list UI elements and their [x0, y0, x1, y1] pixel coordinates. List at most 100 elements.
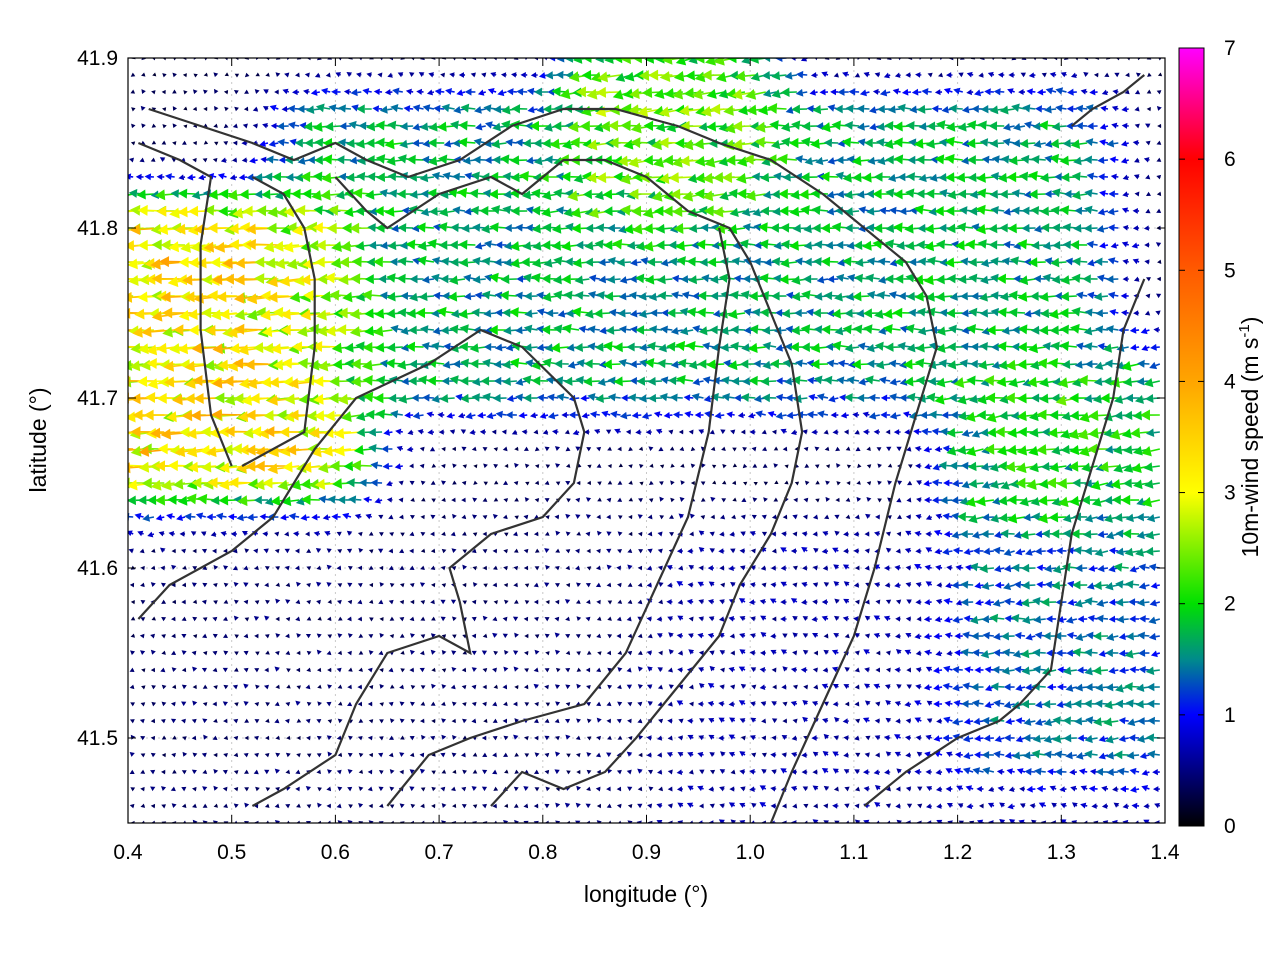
wind-arrow — [162, 702, 167, 707]
wind-arrow — [292, 89, 299, 95]
wind-arrow — [526, 157, 538, 165]
wind-arrow — [952, 718, 963, 725]
wind-arrow — [699, 547, 705, 553]
wind-arrow — [1111, 242, 1119, 248]
wind-arrow — [701, 274, 714, 282]
wind-arrow — [482, 804, 487, 809]
wind-arrow — [1005, 718, 1014, 725]
x-tick-label: 1.2 — [943, 841, 972, 864]
wind-arrow — [545, 719, 550, 723]
wind-arrow — [762, 393, 776, 402]
wind-arrow — [503, 515, 508, 520]
wind-arrow — [285, 599, 290, 604]
wind-arrow — [710, 548, 715, 553]
wind-arrow — [710, 497, 715, 502]
wind-arrow — [823, 803, 828, 808]
wind-arrow — [630, 310, 641, 318]
wind-arrow — [492, 702, 497, 707]
wind-arrow — [597, 718, 602, 723]
wind-arrow — [708, 701, 714, 707]
wind-arrow — [390, 685, 395, 689]
wind-arrow — [398, 498, 403, 503]
wind-arrow — [576, 634, 581, 638]
wind-arrow — [977, 188, 994, 198]
wind-arrow — [1085, 735, 1098, 743]
wind-arrow — [767, 103, 786, 114]
wind-arrow — [1143, 820, 1149, 825]
wind-arrow — [1060, 205, 1077, 215]
wind-arrow — [441, 498, 445, 502]
wind-arrow — [934, 530, 942, 536]
wind-arrow — [844, 393, 859, 402]
wind-arrow — [660, 325, 672, 333]
wind-arrow — [427, 429, 434, 435]
wind-arrow — [916, 480, 922, 485]
wind-arrow — [988, 787, 994, 792]
wind-arrow — [420, 325, 434, 334]
wind-arrow — [398, 72, 404, 77]
wind-arrow — [962, 106, 973, 114]
wind-arrow — [566, 549, 571, 553]
wind-arrow — [932, 105, 942, 112]
wind-arrow — [940, 496, 952, 504]
wind-arrow — [637, 719, 642, 724]
wind-arrow — [489, 222, 506, 232]
wind-arrow — [647, 803, 652, 808]
wind-arrow — [140, 719, 145, 724]
wind-arrow — [627, 787, 632, 792]
wind-arrow — [614, 429, 620, 435]
wind-arrow — [804, 464, 809, 468]
wind-arrow — [1067, 89, 1077, 96]
wind-arrow — [472, 514, 477, 519]
wind-arrow — [390, 634, 394, 638]
wind-arrow — [484, 240, 496, 248]
wind-arrow — [628, 532, 632, 536]
wind-arrow — [649, 498, 654, 502]
wind-arrow — [936, 769, 943, 775]
wind-arrow — [720, 515, 725, 520]
wind-arrow — [720, 769, 726, 774]
wind-arrow — [244, 548, 249, 553]
wind-arrow — [131, 600, 135, 604]
wind-arrow — [751, 803, 756, 808]
wind-arrow — [1127, 718, 1139, 726]
wind-arrow — [494, 498, 499, 502]
wind-arrow — [295, 787, 299, 792]
wind-arrow — [767, 411, 776, 417]
wind-arrow — [601, 411, 610, 418]
wind-arrow — [192, 158, 196, 162]
wind-arrow — [1108, 257, 1119, 264]
wind-arrow — [751, 667, 757, 672]
wind-arrow — [503, 719, 507, 724]
wind-arrow — [770, 786, 776, 792]
wind-arrow — [771, 71, 786, 80]
wind-arrow — [410, 702, 415, 706]
wind-arrow — [1122, 241, 1129, 247]
wind-arrow — [359, 479, 372, 487]
wind-arrow — [772, 549, 777, 554]
wind-arrow — [981, 650, 994, 658]
wind-arrow — [991, 682, 1005, 691]
wind-arrow — [617, 447, 621, 452]
wind-arrow — [1065, 684, 1076, 692]
wind-arrow — [387, 121, 402, 130]
wind-arrow — [1033, 140, 1045, 148]
wind-arrow — [534, 684, 539, 689]
wind-arrow — [739, 769, 745, 774]
wind-arrow — [879, 376, 890, 384]
wind-arrow — [586, 685, 591, 689]
wind-arrow — [523, 786, 528, 791]
wind-arrow — [233, 685, 238, 690]
wind-arrow — [989, 240, 1005, 249]
wind-arrow — [626, 342, 641, 351]
wind-arrow — [130, 668, 135, 672]
wind-arrow — [657, 359, 672, 368]
wind-arrow — [1060, 292, 1077, 302]
wind-arrow — [221, 157, 227, 162]
wind-arrow — [1075, 684, 1087, 692]
wind-arrow — [172, 549, 176, 554]
wind-arrow — [926, 581, 932, 586]
wind-arrow — [874, 769, 880, 775]
wind-arrow — [938, 73, 943, 78]
wind-arrow — [151, 702, 156, 706]
